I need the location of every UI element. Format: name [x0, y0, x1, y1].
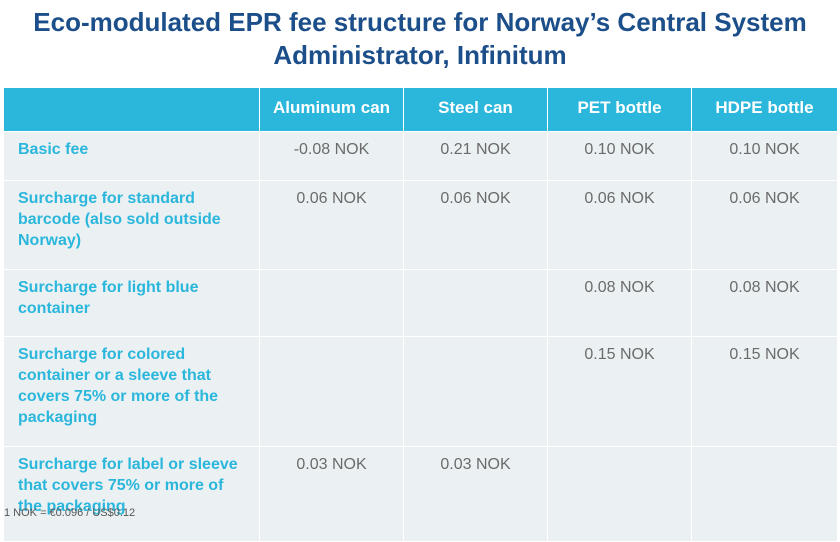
title-line-1: Eco-modulated EPR fee structure for Norw… [33, 7, 807, 37]
table-cell: 0.03 NOK [259, 446, 404, 542]
table-row: Surcharge for light blue container 0.08 … [3, 269, 838, 337]
table-cell [691, 446, 838, 542]
table-cell [259, 336, 404, 447]
table-cell [403, 336, 548, 447]
table-cell [259, 269, 404, 337]
title-line-2: Administrator, Infinitum [273, 40, 567, 70]
column-header-pet-bottle: PET bottle [547, 87, 692, 132]
table-cell: 0.08 NOK [547, 269, 692, 337]
table-row: Surcharge for colored container or a sle… [3, 336, 838, 447]
page-title: Eco-modulated EPR fee structure for Norw… [0, 6, 840, 72]
table-cell: 0.06 NOK [691, 180, 838, 270]
column-header-steel-can: Steel can [403, 87, 548, 132]
table-cell: 0.10 NOK [547, 131, 692, 181]
table-cell: 0.06 NOK [259, 180, 404, 270]
table-cell [547, 446, 692, 542]
column-header-hdpe-bottle: HDPE bottle [691, 87, 838, 132]
row-label: Surcharge for label or sleeve that cover… [3, 446, 260, 542]
column-header-aluminum-can: Aluminum can [259, 87, 404, 132]
table-row: Surcharge for label or sleeve that cover… [3, 446, 838, 542]
currency-footnote: 1 NOK = €0.096 / US$0.12 [4, 507, 136, 519]
header-corner [3, 87, 260, 132]
table-cell: 0.15 NOK [547, 336, 692, 447]
fee-table: Aluminum can Steel can PET bottle HDPE b… [3, 87, 838, 542]
table-cell: 0.21 NOK [403, 131, 548, 181]
table-cell: 0.03 NOK [403, 446, 548, 542]
table-cell: 0.08 NOK [691, 269, 838, 337]
table-cell: -0.08 NOK [259, 131, 404, 181]
table-cell: 0.15 NOK [691, 336, 838, 447]
row-label: Basic fee [3, 131, 260, 181]
table-cell: 0.06 NOK [547, 180, 692, 270]
table-cell: 0.06 NOK [403, 180, 548, 270]
table-row: Surcharge for standard barcode (also sol… [3, 180, 838, 270]
table-header-row: Aluminum can Steel can PET bottle HDPE b… [3, 87, 838, 132]
row-label: Surcharge for light blue container [3, 269, 260, 337]
row-label: Surcharge for standard barcode (also sol… [3, 180, 260, 270]
row-label: Surcharge for colored container or a sle… [3, 336, 260, 447]
table-cell: 0.10 NOK [691, 131, 838, 181]
table-cell [403, 269, 548, 337]
table-row: Basic fee -0.08 NOK 0.21 NOK 0.10 NOK 0.… [3, 131, 838, 181]
